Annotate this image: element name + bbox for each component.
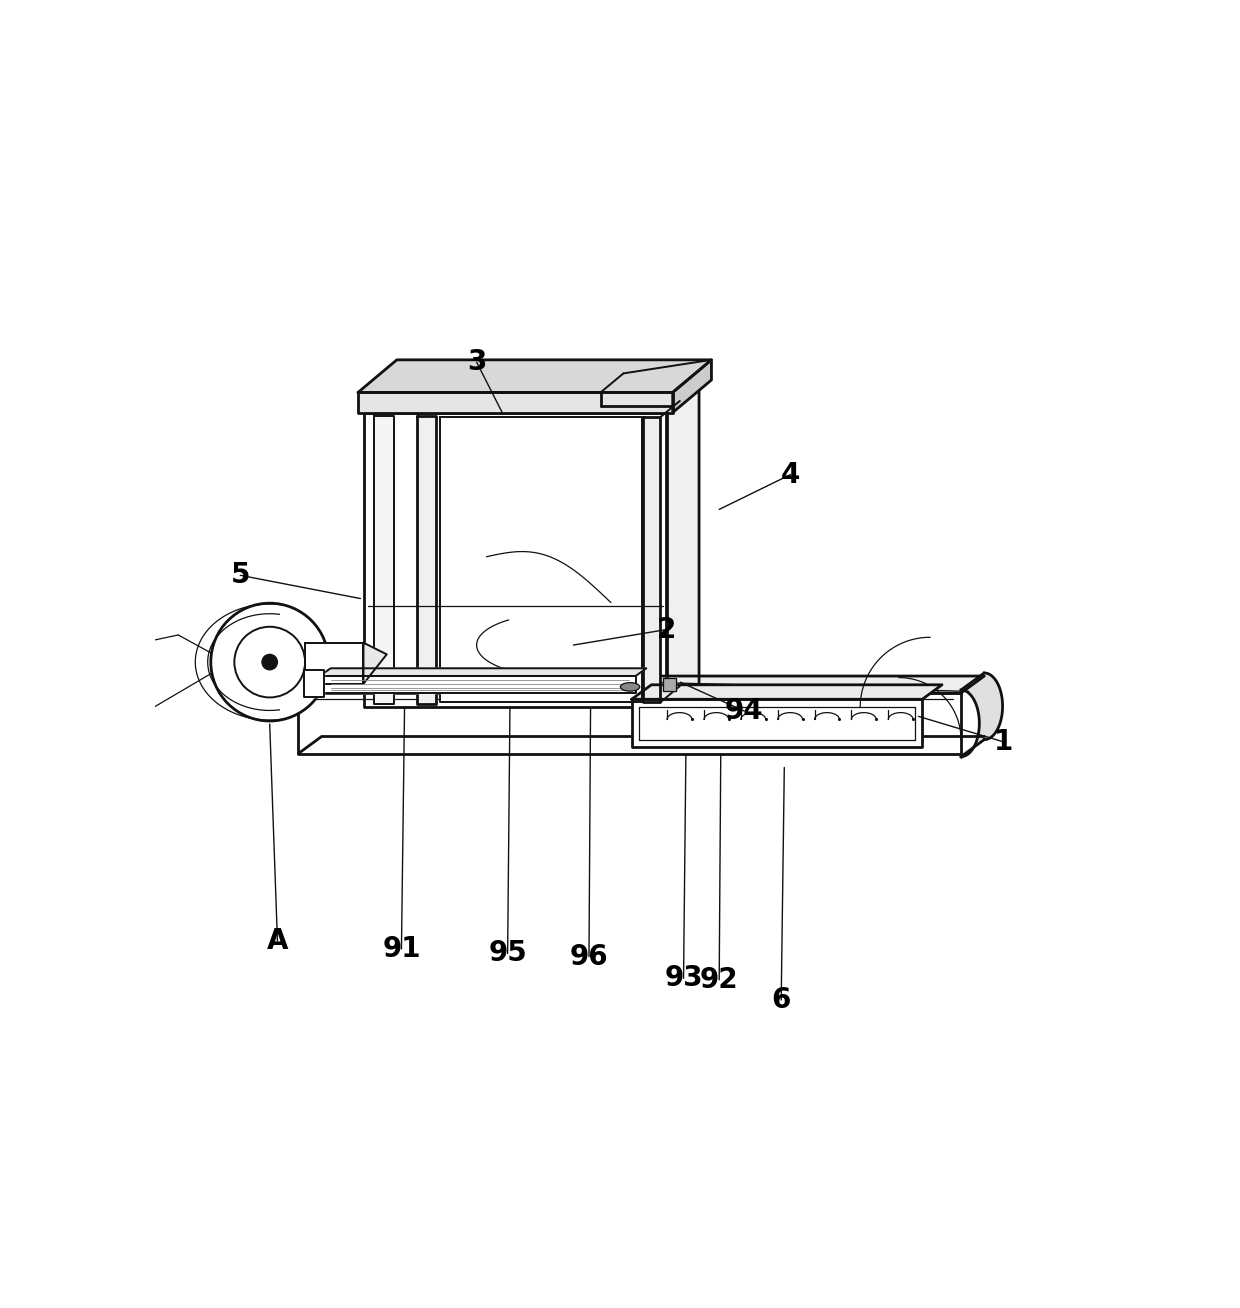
- Text: 93: 93: [665, 964, 703, 993]
- Polygon shape: [417, 416, 435, 704]
- Text: 94: 94: [724, 697, 764, 725]
- Polygon shape: [358, 392, 673, 412]
- Polygon shape: [440, 417, 642, 702]
- Text: 3: 3: [467, 348, 486, 377]
- Polygon shape: [961, 691, 980, 756]
- Polygon shape: [363, 642, 387, 684]
- Polygon shape: [631, 685, 942, 700]
- Polygon shape: [673, 360, 712, 412]
- Text: 91: 91: [382, 935, 420, 963]
- Polygon shape: [644, 417, 661, 702]
- Text: 92: 92: [699, 965, 739, 994]
- Polygon shape: [373, 416, 394, 704]
- Circle shape: [262, 654, 278, 670]
- Polygon shape: [358, 360, 712, 392]
- Polygon shape: [631, 700, 923, 747]
- Polygon shape: [299, 693, 961, 753]
- Text: 96: 96: [569, 943, 609, 971]
- Circle shape: [234, 627, 305, 697]
- Polygon shape: [365, 386, 699, 412]
- Text: 1: 1: [994, 729, 1013, 756]
- Polygon shape: [667, 386, 699, 708]
- Text: 95: 95: [489, 939, 527, 968]
- Polygon shape: [320, 668, 646, 676]
- Polygon shape: [365, 412, 667, 708]
- Text: 4: 4: [781, 460, 800, 489]
- Ellipse shape: [620, 683, 640, 691]
- Polygon shape: [305, 642, 363, 684]
- Polygon shape: [320, 676, 635, 693]
- Text: A: A: [267, 927, 288, 955]
- Polygon shape: [663, 679, 676, 691]
- Polygon shape: [304, 670, 324, 697]
- Polygon shape: [299, 676, 985, 693]
- Circle shape: [211, 603, 329, 721]
- Text: 6: 6: [771, 986, 791, 1014]
- Text: 2: 2: [657, 616, 676, 644]
- Polygon shape: [961, 672, 1003, 756]
- Text: 5: 5: [231, 561, 250, 590]
